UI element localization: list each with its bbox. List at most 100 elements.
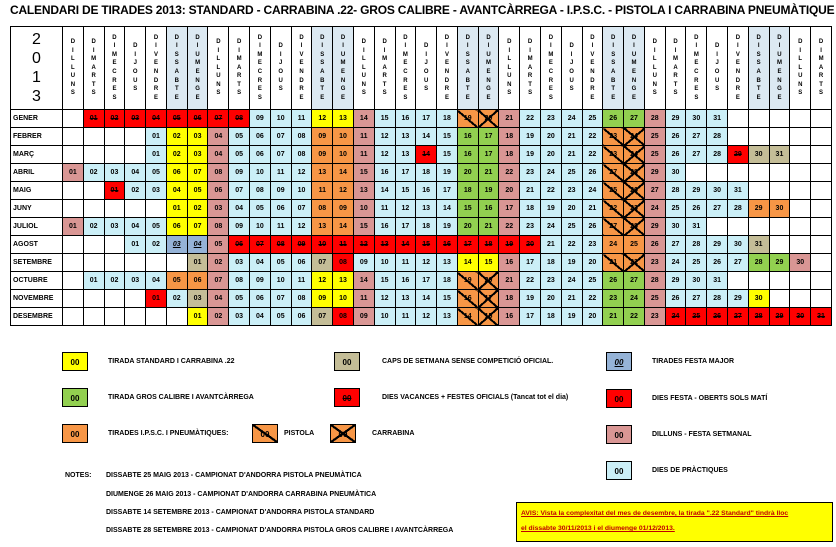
day-cell: 22	[519, 271, 541, 290]
day-cell: 25	[560, 163, 583, 182]
note-line: DISSABTE 25 MAIG 2013 - CAMPIONAT D'ANDO…	[106, 472, 362, 479]
day-cell: 09	[249, 271, 271, 290]
day-cell: 18	[477, 235, 500, 254]
day-cell: 03	[207, 199, 230, 218]
day-cell: 01	[82, 109, 105, 128]
day-cell: 25	[643, 127, 666, 146]
day-cell: 09	[311, 127, 334, 146]
day-cell: 27	[623, 109, 645, 128]
day-cell: 10	[373, 307, 396, 326]
weekday-header: D I V E N D R E	[145, 26, 167, 110]
day-cell: 08	[207, 217, 230, 236]
month-row: FEBRER 01 02 03 04 05 06 07 08 09 10 11 12 13 14 15 16 17…	[10, 127, 832, 146]
day-cell: 05	[228, 127, 251, 146]
day-cell: 25	[664, 199, 687, 218]
day-cell: 08	[207, 163, 230, 182]
day-cell: 11	[373, 199, 396, 218]
day-cell: 29	[643, 163, 666, 182]
empty-cell	[789, 289, 812, 308]
day-cell: 01	[82, 271, 105, 290]
day-cell: 22	[623, 253, 645, 272]
empty-cell	[103, 289, 126, 308]
day-cell: 13	[394, 145, 417, 164]
day-cell: 08	[290, 145, 313, 164]
day-cell: 27	[685, 289, 708, 308]
empty-cell	[685, 163, 708, 182]
day-cell: 03	[186, 289, 209, 308]
empty-cell	[103, 307, 126, 326]
day-cell: 28	[706, 127, 728, 146]
day-cell: 23	[539, 109, 562, 128]
day-cell: 13	[311, 217, 334, 236]
day-cell: 08	[290, 127, 313, 146]
month-row: ABRIL 01 02 03 04 05 06 07 08 09 10 11 12 13 14 15 16 17 1…	[10, 163, 832, 182]
empty-cell	[727, 217, 749, 236]
day-cell: 03	[165, 235, 188, 254]
day-cell: 29	[685, 181, 708, 200]
day-cell: 23	[560, 181, 583, 200]
day-cell: 12	[311, 109, 334, 128]
legend-swatch-t: 00	[334, 352, 360, 371]
day-cell: 26	[664, 289, 687, 308]
day-cell: 12	[373, 145, 396, 164]
day-cell: 03	[103, 163, 126, 182]
empty-cell	[810, 235, 832, 254]
empty-cell	[62, 181, 84, 200]
day-cell: 18	[436, 109, 458, 128]
day-cell: 28	[747, 253, 770, 272]
day-cell: 20	[539, 145, 562, 164]
empty-cell	[768, 127, 791, 146]
page-title: CALENDARI DE TIRADES 2013: STANDARD - CA…	[10, 3, 835, 17]
empty-cell	[727, 163, 749, 182]
day-cell: 26	[623, 181, 645, 200]
day-cell: 10	[311, 235, 334, 254]
legend-swatch-r: 00	[334, 388, 360, 407]
day-cell: 04	[249, 253, 271, 272]
day-cell: 21	[477, 217, 500, 236]
day-cell: 12	[394, 199, 417, 218]
empty-cell	[789, 217, 812, 236]
note-line: DISSABTE 28 SETEMBRE 2013 - CAMPIONAT D'…	[106, 527, 454, 534]
year-label: 2 0 1 3	[10, 26, 63, 110]
day-cell: 13	[332, 271, 354, 290]
day-cell: 13	[415, 199, 438, 218]
note-line: DISSABTE 14 SETEMBRE 2013 - CAMPIONAT D'…	[106, 509, 375, 516]
legend-swatch-pistola: 00	[252, 424, 278, 443]
empty-cell	[103, 145, 126, 164]
empty-cell	[124, 289, 147, 308]
legend-swatch-f: 00	[606, 389, 632, 408]
weekday-header: D I J O U S	[269, 26, 292, 110]
empty-cell	[103, 253, 126, 272]
day-cell: 21	[477, 163, 500, 182]
day-cell: 10	[332, 127, 354, 146]
day-cell: 02	[165, 145, 188, 164]
empty-cell	[82, 307, 105, 326]
day-cell: 31	[810, 307, 832, 326]
day-cell: 04	[228, 199, 251, 218]
day-cell: 21	[560, 289, 583, 308]
day-cell: 22	[581, 145, 604, 164]
day-cell: 02	[207, 307, 230, 326]
day-cell: 22	[539, 181, 562, 200]
empty-cell	[747, 181, 770, 200]
empty-cell	[82, 235, 105, 254]
weekday-header: D I S S A B T E	[165, 26, 188, 110]
day-cell: 17	[519, 253, 541, 272]
day-cell: 16	[456, 289, 479, 308]
day-cell: 02	[165, 289, 188, 308]
empty-cell	[727, 127, 749, 146]
day-cell: 18	[436, 271, 458, 290]
day-cell: 19	[519, 145, 541, 164]
weekday-header: D I V E N D R E	[727, 26, 749, 110]
empty-cell	[810, 109, 832, 128]
empty-cell	[789, 127, 812, 146]
empty-cell	[789, 145, 812, 164]
legend-label: DIES FESTA - OBERTS SOLS MATÍ	[652, 395, 768, 402]
day-cell: 08	[269, 235, 292, 254]
legend-label: TIRADES FESTA MAJOR	[652, 358, 735, 365]
weekday-header: D I L L U N S	[498, 26, 521, 110]
day-cell: 10	[332, 145, 354, 164]
day-cell: 07	[186, 217, 209, 236]
day-cell: 07	[311, 307, 334, 326]
day-cell: 28	[706, 145, 728, 164]
